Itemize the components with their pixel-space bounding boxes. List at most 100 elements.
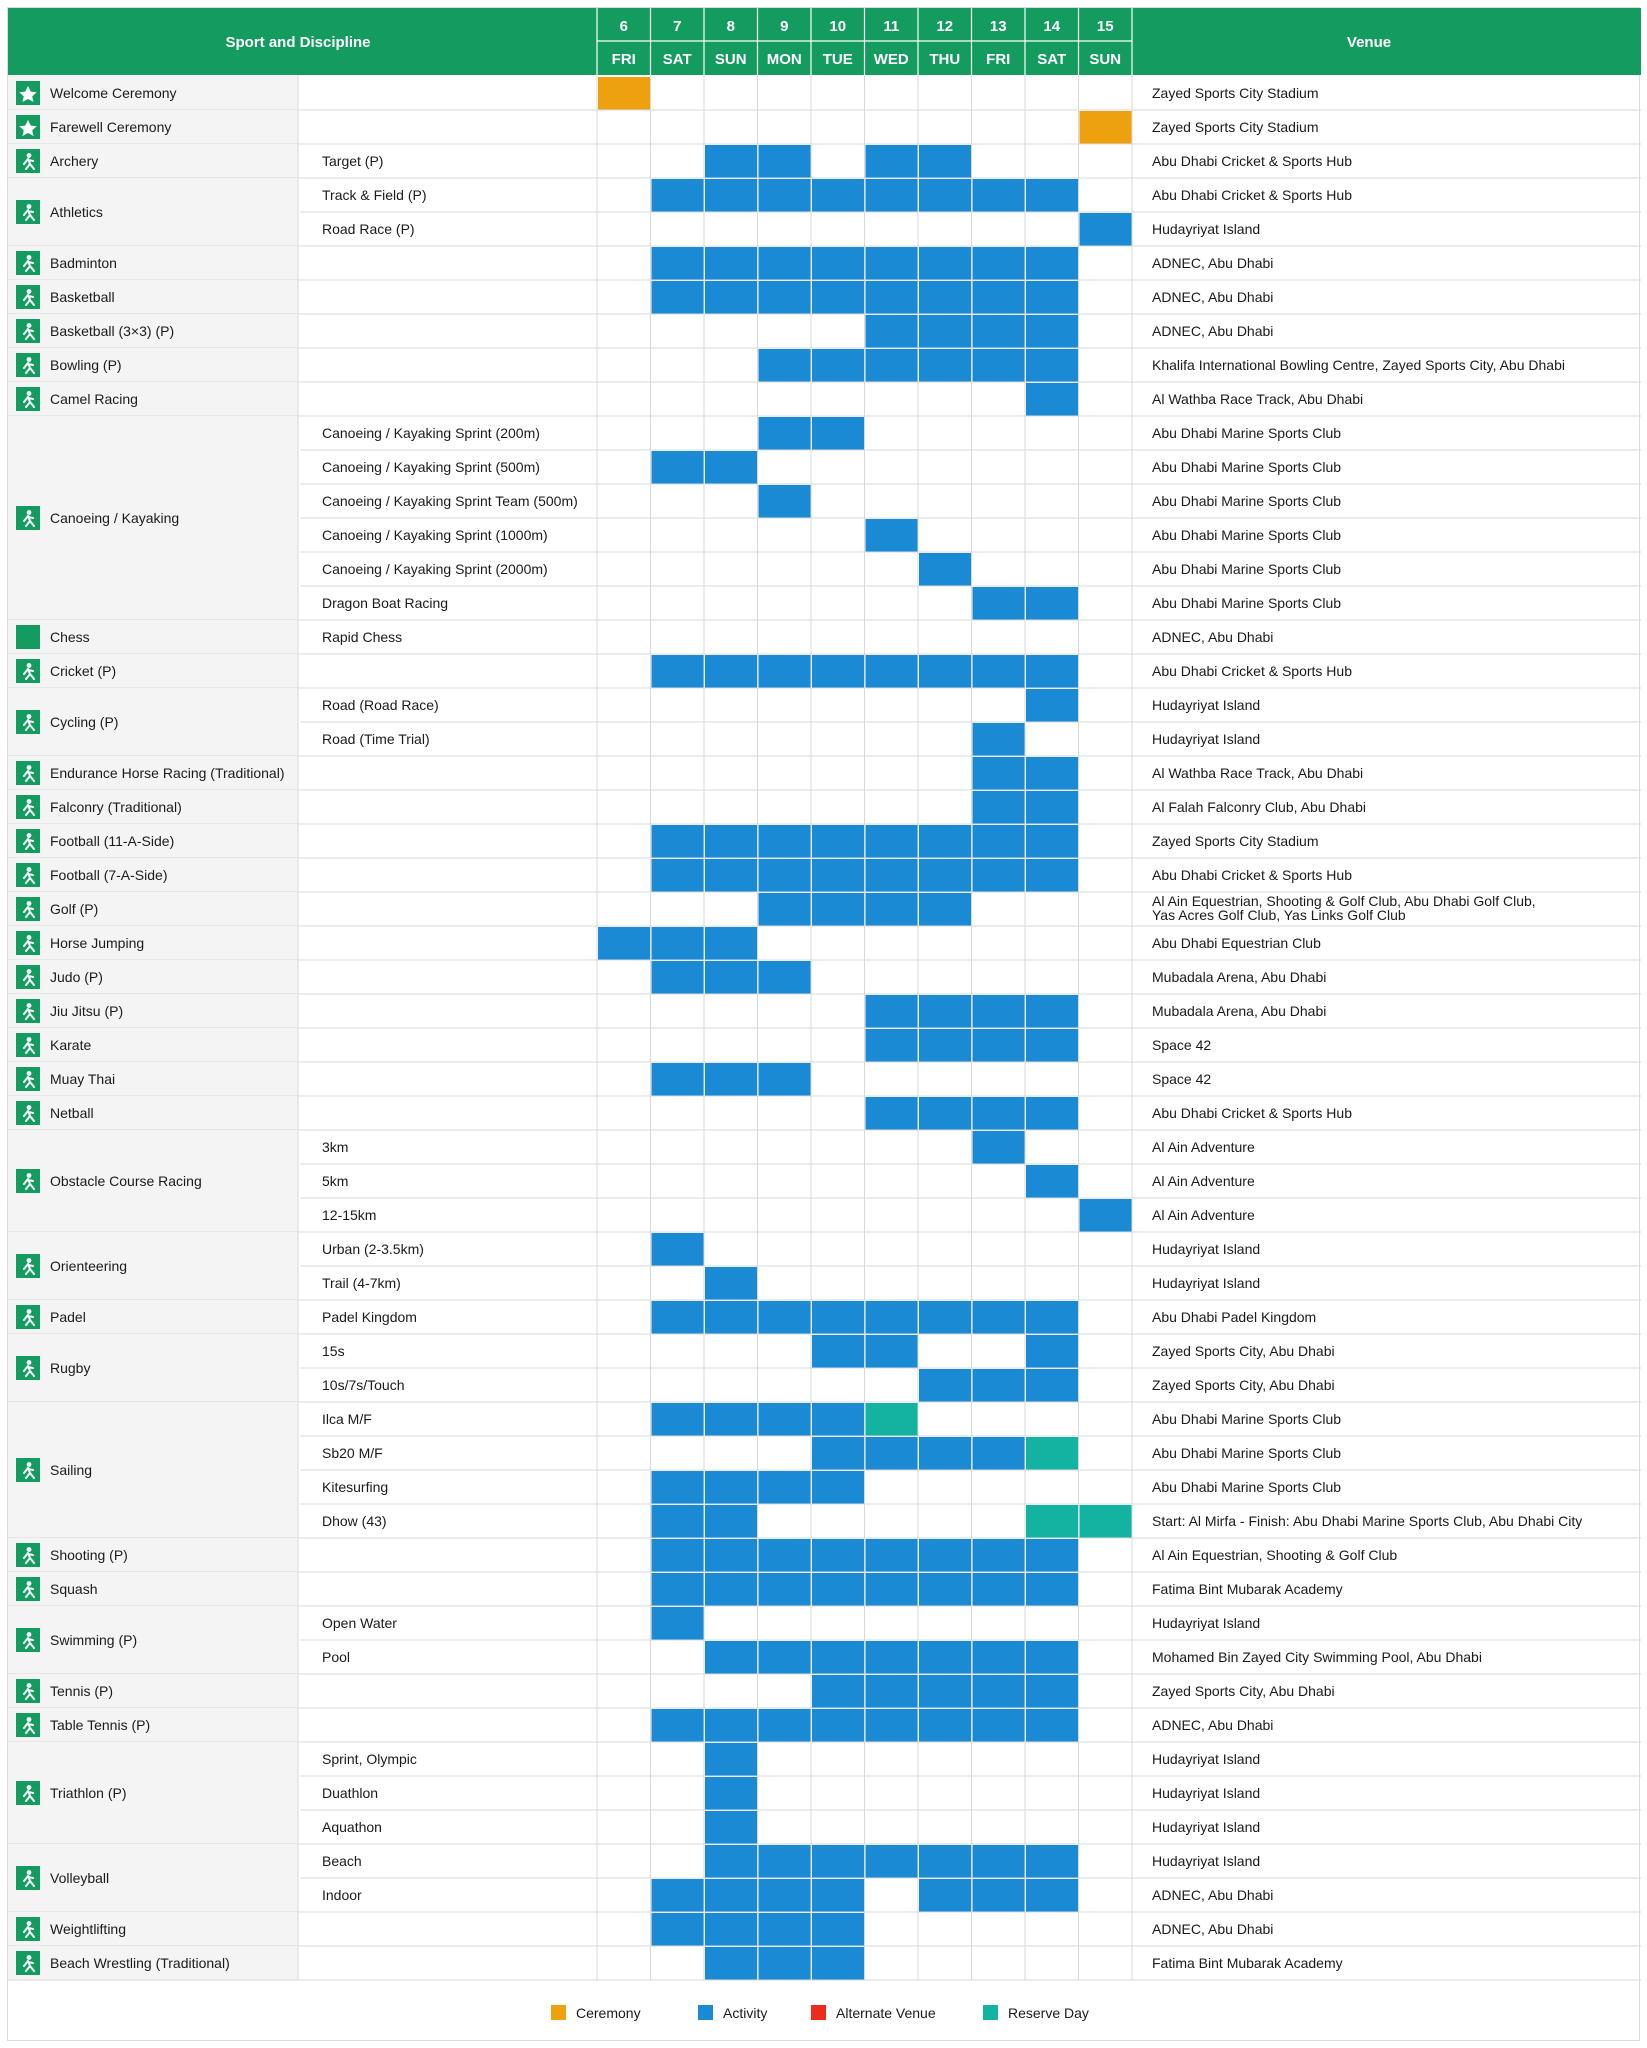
sport-name: Falconry (Traditional) — [50, 799, 182, 815]
table-row: 5km Al Ain Adventure — [300, 1165, 1641, 1199]
sport-block: Volleyball Beach Hudayriyat Island Indoor AD… — [8, 1844, 1641, 1913]
sport-cell — [8, 1844, 298, 1912]
column-dividers — [297, 75, 1133, 1980]
header-day-of-week: SUN — [715, 51, 747, 68]
schedule-cell — [865, 281, 918, 314]
schedule-cell — [598, 77, 651, 110]
sport-cell — [8, 1232, 298, 1300]
schedule-cell — [1026, 1879, 1079, 1912]
schedule-table: Sport and Discipline Venue 6 FRI 7 SAT 8 SUN 9 MO… — [7, 7, 1641, 2041]
schedule-cell — [972, 315, 1025, 348]
falcon-icon — [16, 795, 40, 819]
venue-label: Fatima Bint Mubarak Academy — [1152, 1955, 1343, 1971]
schedule-cell — [865, 995, 918, 1028]
sport-block: Squash Fatima Bint Mubarak Academy — [8, 1572, 1641, 1607]
schedule-cell — [758, 961, 811, 994]
schedule-cell — [919, 859, 972, 892]
venue-label: Abu Dhabi Cricket & Sports Hub — [1152, 663, 1352, 679]
schedule-cell — [812, 1471, 865, 1504]
schedule-cell — [758, 417, 811, 450]
discipline-label: Track & Field (P) — [322, 187, 427, 203]
sport-block: Obstacle Course Racing 3km Al Ain Adventur… — [8, 1130, 1641, 1233]
sport-name: Obstacle Course Racing — [50, 1173, 202, 1189]
sport-name: Basketball (3×3) (P) — [50, 323, 174, 339]
basketball-icon — [16, 319, 40, 343]
discipline-label: Road Race (P) — [322, 221, 415, 237]
schedule-cell — [705, 1063, 758, 1096]
sport-name: Squash — [50, 1581, 97, 1597]
schedule-cell — [651, 825, 704, 858]
schedule-cell — [919, 349, 972, 382]
schedule-cell — [651, 1879, 704, 1912]
table-row: Space 42 — [651, 1063, 1211, 1096]
horse-icon — [16, 931, 40, 955]
horse-icon — [16, 761, 40, 785]
shooting-icon — [16, 1543, 40, 1567]
sport-name: Muay Thai — [50, 1071, 115, 1087]
table-row: Trail (4-7km) Hudayriyat Island — [322, 1267, 1260, 1300]
legend-label: Reserve Day — [1008, 2005, 1089, 2021]
wrestling-icon — [16, 1951, 40, 1975]
sport-cell — [8, 76, 298, 110]
venue-label: ADNEC, Abu Dhabi — [1152, 629, 1273, 645]
table-row: Abu Dhabi Cricket & Sports Hub — [865, 1097, 1352, 1130]
sport-name: Tennis (P) — [50, 1683, 113, 1699]
legend-swatch — [811, 2005, 826, 2020]
schedule-cell — [758, 247, 811, 280]
archery-icon — [16, 149, 40, 173]
sport-cell — [8, 280, 298, 314]
table-row: Track & Field (P) Abu Dhabi Cricket & Spo… — [300, 179, 1641, 213]
sport-name: Weightlifting — [50, 1921, 126, 1937]
schedule-cell — [758, 1879, 811, 1912]
schedule-cell — [865, 1029, 918, 1062]
schedule-cell — [865, 1437, 918, 1470]
schedule-cell — [919, 1845, 972, 1878]
sport-block: Athletics Track & Field (P) Abu Dhabi Cric… — [8, 178, 1641, 247]
schedule-cell — [812, 1879, 865, 1912]
sport-cell — [8, 1606, 298, 1674]
schedule-svg: Sport and Discipline Venue 6 FRI 7 SAT 8 SUN 9 MO… — [8, 8, 1641, 2021]
schedule-cell — [758, 1947, 811, 1980]
schedule-cell — [812, 1913, 865, 1946]
venue-label: ADNEC, Abu Dhabi — [1152, 1717, 1273, 1733]
sport-block: Basketball (3×3) (P) ADNEC, Abu Dhabi — [8, 314, 1641, 349]
sport-cell — [8, 1028, 298, 1062]
cycling-icon — [16, 710, 40, 734]
sport-name: Badminton — [50, 255, 117, 271]
schedule-cell — [651, 1709, 704, 1742]
table-row: Abu Dhabi Cricket & Sports Hub — [651, 655, 1352, 688]
squash-icon — [16, 1577, 40, 1601]
table-body: Welcome Ceremony Zayed Sports City Stadiu… — [8, 75, 1641, 1981]
table-row: ADNEC, Abu Dhabi — [651, 1709, 1273, 1742]
discipline-label: Canoeing / Kayaking Sprint (200m) — [322, 425, 540, 441]
discipline-label: Sb20 M/F — [322, 1445, 383, 1461]
schedule-cell — [651, 247, 704, 280]
venue-label: Abu Dhabi Marine Sports Club — [1152, 1411, 1341, 1427]
schedule-cell — [972, 859, 1025, 892]
table-row: Al Ain Equestrian, Shooting & Golf Club,… — [758, 893, 1536, 926]
venue-label: Abu Dhabi Marine Sports Club — [1152, 459, 1341, 475]
table-row: ADNEC, Abu Dhabi — [651, 247, 1273, 280]
venue-label: ADNEC, Abu Dhabi — [1152, 255, 1273, 271]
schedule-cell — [865, 315, 918, 348]
discipline-label: Canoeing / Kayaking Sprint Team (500m) — [322, 493, 578, 509]
schedule-cell — [919, 247, 972, 280]
schedule-cell — [1026, 791, 1079, 824]
sport-block: Jiu Jitsu (P) Mubadala Arena, Abu Dhabi — [8, 994, 1641, 1029]
schedule-cell — [705, 1811, 758, 1844]
schedule-cell — [865, 1845, 918, 1878]
venue-label: Al Wathba Race Track, Abu Dhabi — [1152, 391, 1363, 407]
rugby-icon — [16, 1356, 40, 1380]
table-row: Al Falah Falconry Club, Abu Dhabi — [972, 791, 1366, 824]
sport-block: Orienteering Urban (2-3.5km) Hudayriyat Is… — [8, 1232, 1641, 1301]
schedule-cell — [705, 1471, 758, 1504]
schedule-cell — [1026, 315, 1079, 348]
discipline-label: Road (Road Race) — [322, 697, 439, 713]
legend-label: Activity — [723, 2005, 767, 2021]
header-day-of-week: THU — [929, 51, 960, 68]
discipline-label: 15s — [322, 1343, 345, 1359]
schedule-cell — [972, 723, 1025, 756]
schedule-cell — [919, 825, 972, 858]
schedule-cell — [651, 1301, 704, 1334]
tennis-icon — [16, 1679, 40, 1703]
